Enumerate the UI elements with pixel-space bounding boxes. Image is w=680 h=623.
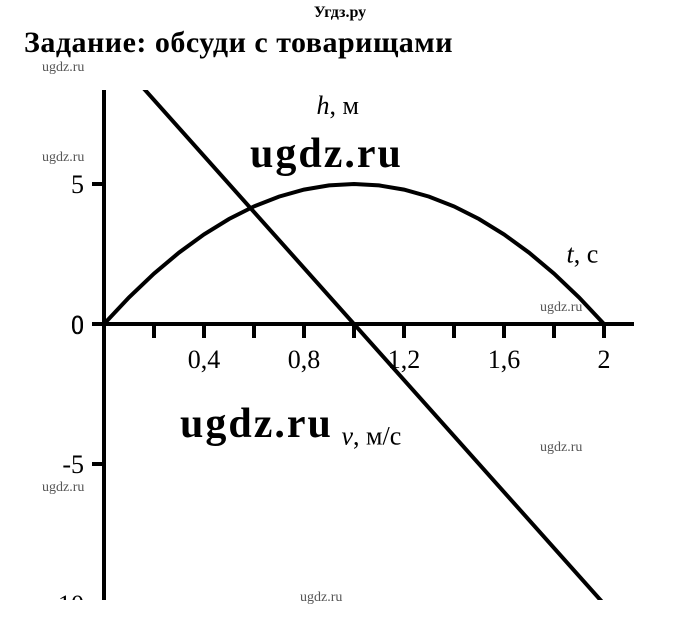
site-title: Угдз.ру	[314, 4, 366, 22]
label-height: h, м	[317, 91, 359, 120]
series-height	[104, 184, 604, 324]
zero-label: 0	[71, 311, 84, 340]
x-tick-label: 2	[598, 345, 611, 374]
watermark: ugdz.ru	[42, 60, 84, 76]
label-velocity: v, м/с	[342, 421, 402, 450]
label-time: t, c	[567, 239, 599, 268]
x-tick-label: 0,4	[188, 345, 221, 374]
x-tick-label: 1,6	[488, 345, 521, 374]
y-tick-label: -10	[49, 590, 84, 600]
chart-container: -15-10-50510150,40,81,21,620h, мt, cv, м…	[20, 90, 660, 600]
series-velocity	[104, 90, 604, 600]
y-tick-label: -5	[62, 450, 84, 479]
x-tick-label: 0,8	[288, 345, 321, 374]
y-tick-label: 5	[71, 170, 84, 199]
assignment-title: Задание: обсуди с товарищами	[24, 26, 453, 60]
chart-svg: -15-10-50510150,40,81,21,620h, мt, cv, м…	[20, 90, 660, 600]
